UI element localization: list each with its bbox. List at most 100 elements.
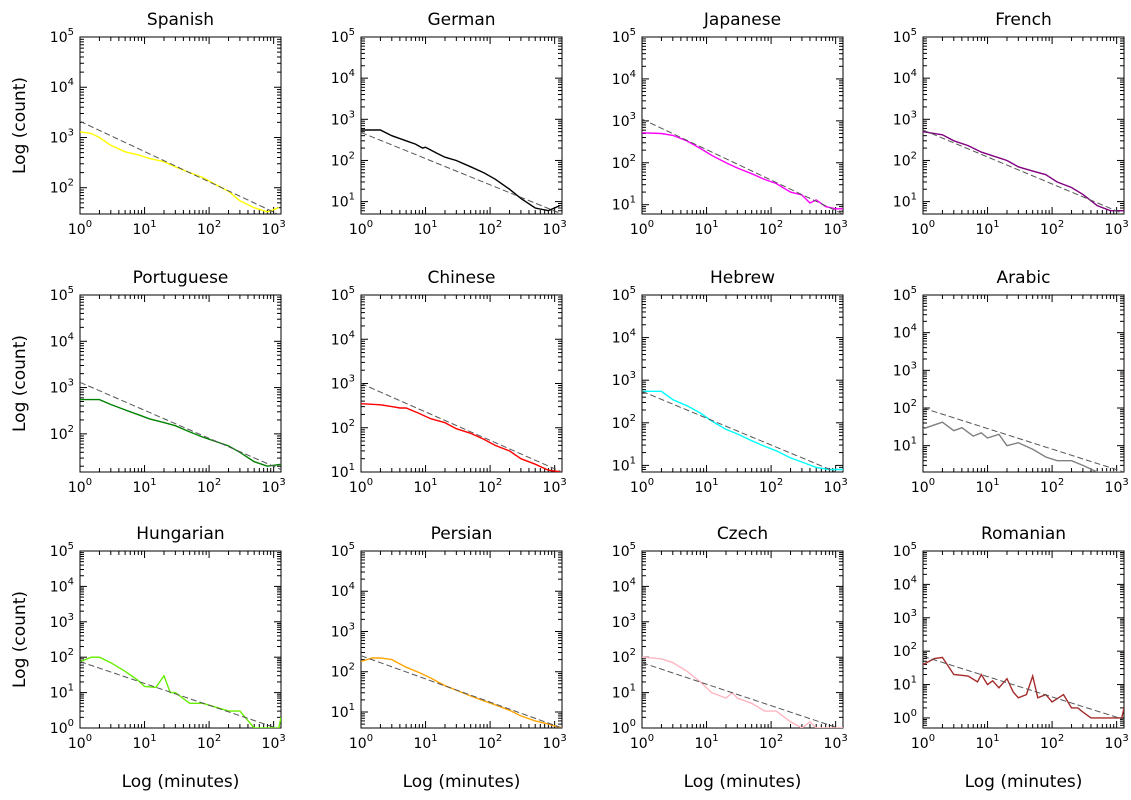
y-tick-label: 103 — [50, 127, 74, 146]
data-line — [923, 131, 1124, 212]
x-axis-label: Log (minutes) — [403, 772, 521, 792]
y-tick-label: 105 — [331, 285, 355, 304]
y-axis-label: Log (count) — [10, 591, 30, 688]
x-tick-label: 102 — [1040, 477, 1064, 496]
x-tick-label: 100 — [630, 733, 654, 752]
axes-frame — [360, 36, 563, 215]
y-tick-label: 102 — [50, 647, 74, 666]
fit-line — [80, 120, 279, 214]
panel-portuguese: Portuguese 100 101 102 103 102 103 104 105 Log (c… — [10, 268, 286, 496]
axes-frame — [641, 550, 844, 729]
x-axis-label: Log (minutes) — [122, 772, 240, 792]
y-tick-label: 100 — [50, 718, 74, 737]
x-tick-label: 100 — [349, 733, 373, 752]
x-tick-label: 101 — [132, 733, 156, 752]
y-tick-label: 103 — [893, 109, 917, 128]
x-tick-label: 102 — [478, 219, 502, 238]
x-tick-label: 103 — [262, 733, 286, 752]
x-tick-label: 101 — [694, 477, 718, 496]
y-tick-label: 102 — [893, 398, 917, 417]
panel-title: Portuguese — [133, 268, 229, 288]
x-tick-label: 100 — [68, 733, 92, 752]
y-tick-label: 104 — [331, 581, 355, 600]
y-tick-label: 105 — [50, 27, 74, 46]
x-tick-label: 100 — [68, 477, 92, 496]
x-tick-label: 103 — [1105, 219, 1129, 238]
x-tick-label: 103 — [543, 477, 567, 496]
y-tick-label: 105 — [50, 541, 74, 560]
data-line — [361, 129, 561, 212]
x-tick-label: 101 — [694, 219, 718, 238]
data-line — [642, 132, 843, 210]
fit-line — [642, 662, 840, 728]
x-tick-label: 100 — [911, 733, 935, 752]
fit-line — [361, 383, 562, 472]
data-line — [80, 131, 280, 213]
y-tick-label: 101 — [612, 195, 636, 214]
y-tick-label: 105 — [893, 27, 917, 46]
x-axis-label: Log (minutes) — [965, 772, 1083, 792]
x-tick-label: 101 — [413, 477, 437, 496]
y-tick-label: 104 — [893, 574, 917, 593]
x-tick-label: 102 — [197, 733, 221, 752]
y-tick-label: 103 — [331, 621, 355, 640]
y-axis-label: Log (count) — [10, 77, 30, 174]
x-tick-label: 102 — [759, 219, 783, 238]
y-tick-label: 104 — [612, 328, 636, 347]
x-tick-label: 101 — [694, 733, 718, 752]
y-tick-label: 102 — [331, 150, 355, 169]
x-tick-label: 101 — [975, 219, 999, 238]
x-tick-label: 102 — [759, 477, 783, 496]
y-tick-label: 103 — [50, 612, 74, 631]
x-tick-label: 100 — [911, 477, 935, 496]
fit-line — [923, 407, 1124, 472]
panel-title: Arabic — [997, 268, 1051, 288]
y-tick-label: 104 — [331, 329, 355, 348]
y-tick-label: 103 — [50, 378, 74, 397]
x-tick-label: 103 — [543, 219, 567, 238]
x-tick-label: 103 — [1105, 733, 1129, 752]
axes-frame — [360, 294, 563, 473]
y-tick-label: 101 — [331, 702, 355, 721]
y-tick-label: 100 — [612, 718, 636, 737]
data-line — [361, 403, 562, 472]
axes-frame — [922, 36, 1125, 215]
panel-title: French — [995, 10, 1052, 30]
x-tick-label: 103 — [824, 219, 848, 238]
panel-romanian: Romanian 100 101 102 103 100 101 102 103 104 105 Lo… — [893, 524, 1129, 792]
y-tick-label: 103 — [612, 612, 636, 631]
fit-line — [642, 118, 843, 214]
y-tick-label: 104 — [50, 331, 74, 350]
y-tick-label: 102 — [893, 150, 917, 169]
axes-frame — [641, 36, 844, 215]
y-tick-label: 105 — [893, 285, 917, 304]
x-tick-label: 101 — [132, 219, 156, 238]
y-tick-label: 101 — [331, 462, 355, 481]
y-tick-label: 105 — [50, 285, 74, 304]
panel-title: Czech — [717, 524, 768, 544]
panel-spanish: Spanish 100 101 102 103 102 103 104 105 Log (coun… — [10, 10, 286, 238]
fit-line — [923, 655, 1124, 720]
panel-persian: Persian 100 101 102 103 101 102 103 104 105 Log (m… — [331, 524, 567, 792]
y-tick-label: 103 — [893, 360, 917, 379]
panel-title: Chinese — [428, 268, 496, 288]
y-tick-label: 102 — [612, 153, 636, 172]
panel-hebrew: Hebrew 100 101 102 103 101 102 103 104 105 — [612, 268, 848, 496]
y-tick-label: 101 — [893, 192, 917, 211]
x-tick-label: 102 — [197, 219, 221, 238]
x-tick-label: 101 — [413, 733, 437, 752]
fit-line — [361, 131, 562, 214]
panel-hungarian: Hungarian 100 101 102 103 100 101 102 103 104 105 L… — [10, 524, 286, 792]
y-tick-label: 104 — [50, 576, 74, 595]
x-tick-label: 103 — [824, 477, 848, 496]
x-axis-label: Log (minutes) — [684, 772, 802, 792]
y-tick-label: 102 — [331, 662, 355, 681]
panel-german: German 100 101 102 103 101 102 103 104 105 — [331, 10, 567, 238]
x-tick-label: 102 — [1040, 733, 1064, 752]
axes-frame — [641, 294, 844, 473]
x-tick-label: 102 — [478, 733, 502, 752]
fit-line — [923, 129, 1124, 214]
x-tick-label: 100 — [349, 219, 373, 238]
